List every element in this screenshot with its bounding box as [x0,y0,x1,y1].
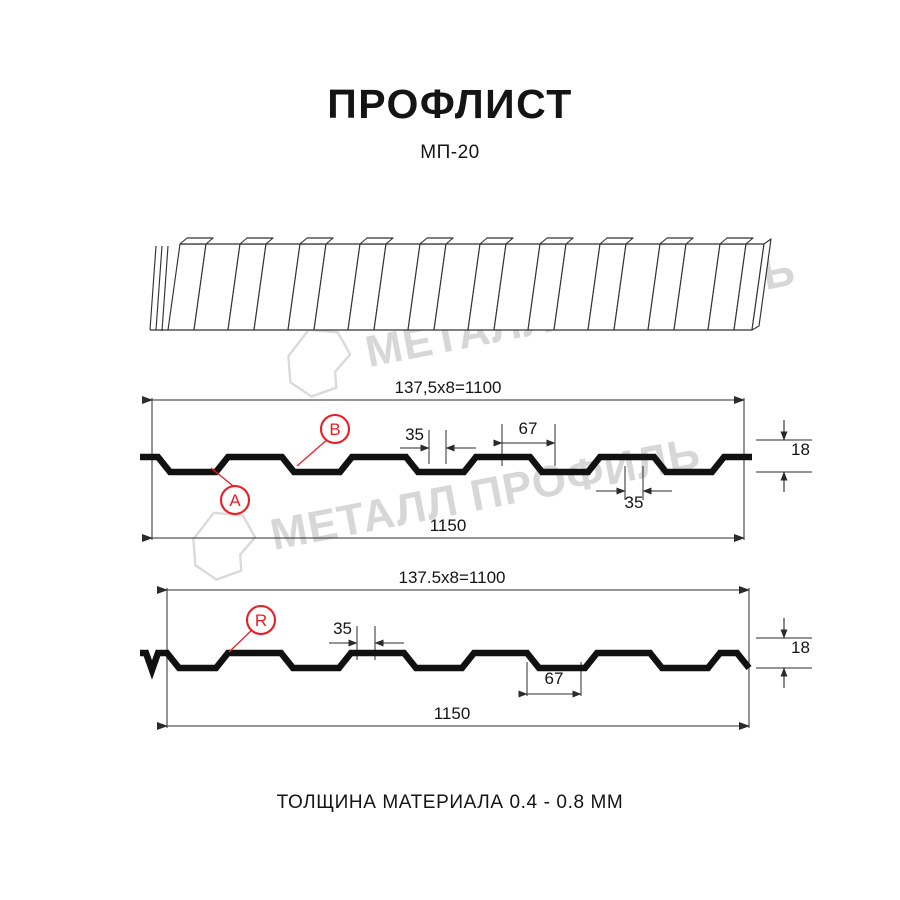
callout-r-label: R [255,611,267,630]
dim-label-height-top: 18 [791,440,810,459]
material-thickness-note: ТОЛЩИНА МАТЕРИАЛА 0.4 - 0.8 ММ [276,792,624,813]
dim-label-pitch-total-top: 137,5x8=1100 [395,378,502,397]
iso-rib-top [539,237,574,245]
dim-label-overall-width-bottom: 1150 [434,704,471,723]
callout-b: B [296,413,351,467]
callout-a: A [210,467,251,516]
iso-rib-top [479,237,514,245]
callout-r: R [228,604,277,653]
dim-label-overall-width-top: 1150 [430,516,467,535]
section-top-group: 137,5x8=1100 1150 18 35 67 35 [140,378,812,542]
callout-a-circle [219,484,251,516]
iso-right-edge [751,238,772,331]
dim-label-pitch-total-bottom: 137.5x8=1100 [399,568,506,587]
watermark-logo-icon [192,511,257,581]
iso-left-edge [149,245,169,332]
iso-rib-top [659,237,694,245]
title-block: ПРОФЛИСТ МП-20 [0,84,900,164]
watermark-logo-icon [287,328,352,398]
callout-b-leader [296,437,330,467]
iso-rib-top [179,237,214,245]
iso-rib-top [719,237,754,245]
page-title: ПРОФЛИСТ [327,81,573,127]
dim-label-rib-spacing-bottom: 67 [545,669,564,688]
iso-rib-top [299,237,334,245]
profile-section-bottom [140,649,752,680]
profile-section-top [140,453,752,476]
iso-sheet-body [149,237,772,332]
iso-rib-top [419,237,454,245]
dim-label-rib-top-width-bottom: 35 [333,619,352,638]
callout-b-circle [319,413,351,445]
callout-r-circle [245,604,277,636]
callout-r-leader [228,627,255,653]
dim-label-rib-top-width-top: 35 [405,425,424,444]
page-subtitle: МП-20 [420,142,480,163]
dim-label-height-bottom: 18 [791,638,810,657]
dim-label-rib-bottom-width-top: 35 [625,493,644,512]
section-bottom-group: 137.5x8=1100 1150 18 35 67 [140,568,812,730]
iso-rib-top [359,237,394,245]
callout-a-label: A [229,491,241,510]
iso-rib-top [599,237,634,245]
iso-rib-top [239,237,274,245]
footer-block: ТОЛЩИНА МАТЕРИАЛА 0.4 - 0.8 ММ [0,792,900,814]
dim-label-rib-spacing-top: 67 [519,419,538,438]
callout-b-label: B [329,420,340,439]
